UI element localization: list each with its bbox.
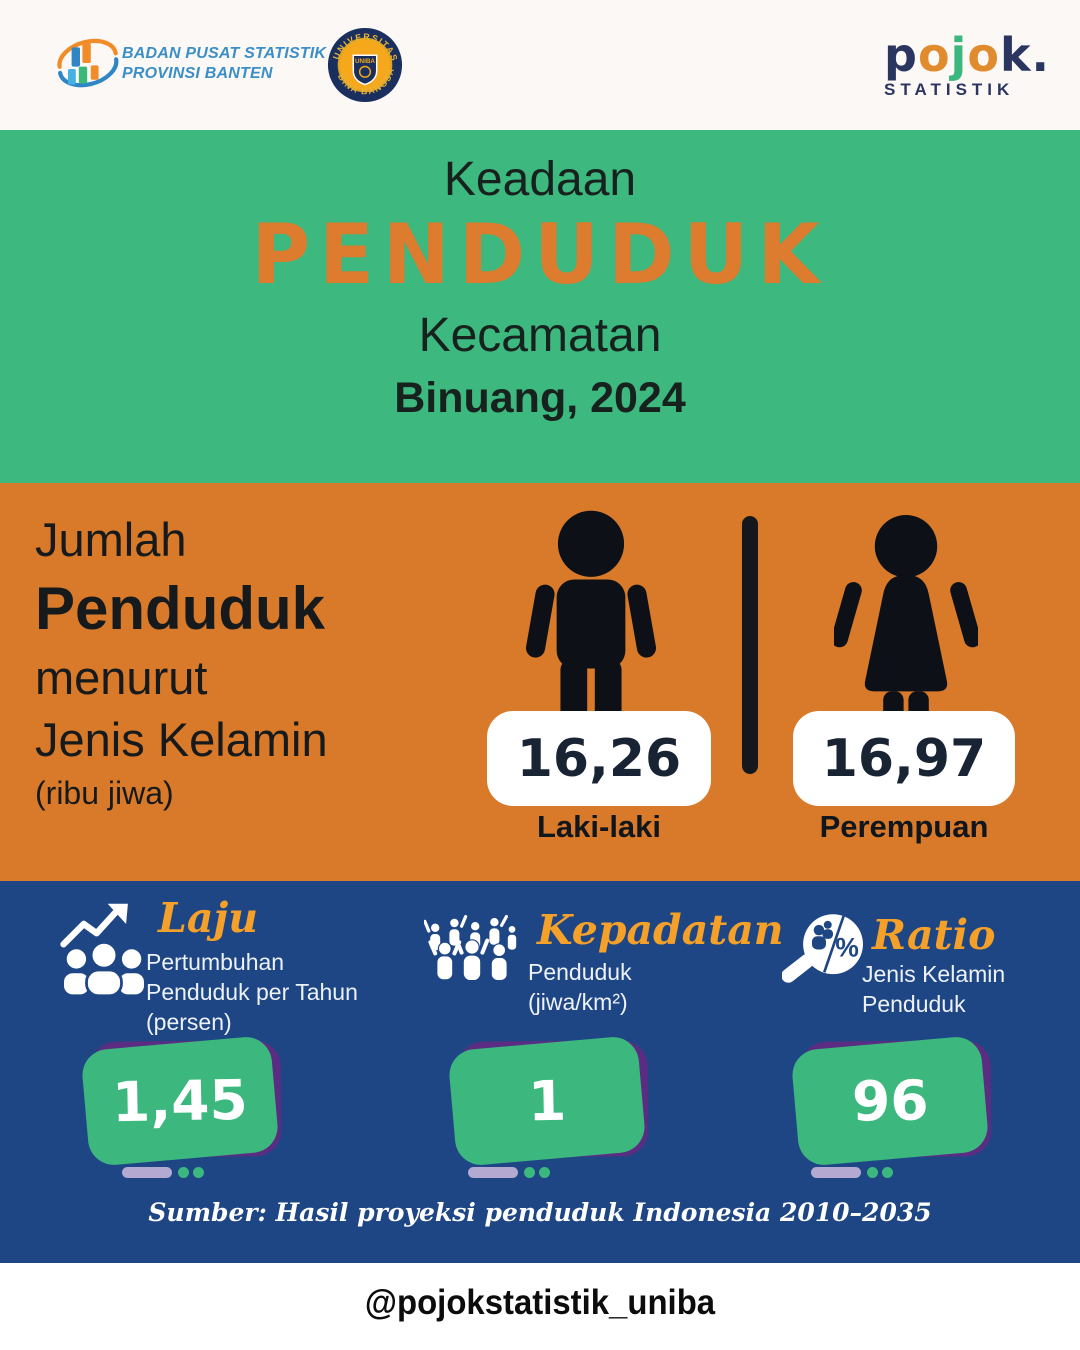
dot-decoration [193, 1167, 204, 1178]
title-line-region-year: Binuang, 2024 [394, 374, 686, 422]
title-line-penduduk: PENDUDUK [251, 206, 829, 303]
stat-ratio-value-card: 96 [790, 1034, 992, 1168]
gender-heading: Jumlah Penduduk menurut Jenis Kelamin (r… [35, 509, 328, 815]
stat-laju-value: 1,45 [111, 1067, 249, 1135]
people-growth-icon [60, 903, 147, 998]
stat-ratio-title: Ratio [872, 911, 996, 959]
dot-decoration [178, 1167, 189, 1178]
gender-heading-line2: Penduduk [35, 575, 326, 642]
dot-decoration [524, 1167, 535, 1178]
gender-heading-line3: menurut [35, 651, 208, 704]
magnifier-percent-icon: % [782, 914, 863, 983]
uniba-shield-label: UNIBA [355, 58, 375, 65]
female-label: Perempuan [819, 809, 989, 844]
gender-unit-label: (ribu jiwa) [35, 775, 174, 811]
title-line-kecamatan: Kecamatan [418, 309, 662, 362]
gender-divider [742, 516, 758, 774]
bps-logo-icon [57, 38, 119, 88]
female-value-card: 16,97 [793, 711, 1015, 806]
header-bar: BADAN PUSAT STATISTIK PROVINSI BANTEN UN… [0, 0, 1080, 130]
pill-decoration [811, 1167, 861, 1178]
dot-decoration [539, 1167, 550, 1178]
svg-text:%: % [835, 933, 858, 963]
dot-decoration [882, 1167, 893, 1178]
bps-line2: PROVINSI BANTEN [122, 65, 273, 82]
source-note: Sumber: Hasil proyeksi penduduk Indonesi… [148, 1198, 932, 1227]
stat-kepadatan-value-card: 1 [447, 1034, 649, 1168]
pojok-subtitle: STATISTIK [884, 80, 1015, 99]
crowd-icon [424, 915, 518, 982]
stats-section: Laju Pertumbuhan Penduduk per Tahun (per… [0, 881, 1080, 1263]
stat-laju-desc: Pertumbuhan Penduduk per Tahun (persen) [146, 949, 358, 1035]
stat-laju-title: Laju [158, 894, 259, 942]
stat-ratio-value: 96 [851, 1068, 929, 1134]
social-handle: @pojokstatistik_uniba [364, 1283, 716, 1322]
dot-decoration [867, 1167, 878, 1178]
pojok-statistik-logo: pojok. STATISTIK [884, 28, 1051, 100]
bps-line1: BADAN PUSAT STATISTIK [122, 45, 327, 62]
gender-heading-line1: Jumlah [35, 513, 187, 566]
bps-agency-name: BADAN PUSAT STATISTIK PROVINSI BANTEN [122, 44, 326, 84]
female-value: 16,97 [821, 728, 987, 789]
uniba-university-logo: UNIVERSITAS BINA BANGSA UNIBA [327, 27, 403, 103]
footer-bar: @pojokstatistik_uniba [0, 1263, 1080, 1350]
male-value-card: 16,26 [487, 711, 711, 806]
pill-decoration [468, 1167, 518, 1178]
gender-section: Jumlah Penduduk menurut Jenis Kelamin (r… [0, 483, 1080, 881]
stat-ratio-desc: Jenis Kelamin Penduduk [862, 961, 1006, 1017]
stat-laju-value-card: 1,45 [80, 1034, 282, 1168]
pill-decoration [122, 1167, 172, 1178]
male-value: 16,26 [516, 728, 682, 789]
stat-kepadatan-title: Kepadatan [537, 906, 784, 954]
title-banner: Keadaan PENDUDUK Kecamatan Binuang, 2024 [0, 130, 1080, 483]
stat-kepadatan-desc: Penduduk (jiwa/km²) [528, 959, 632, 1015]
pojok-wordmark: pojok. [884, 28, 1051, 82]
title-line-keadaan: Keadaan [443, 153, 637, 206]
male-label: Laki-laki [536, 809, 662, 844]
stat-kepadatan-value: 1 [527, 1068, 567, 1134]
gender-heading-line4: Jenis Kelamin [35, 713, 328, 766]
